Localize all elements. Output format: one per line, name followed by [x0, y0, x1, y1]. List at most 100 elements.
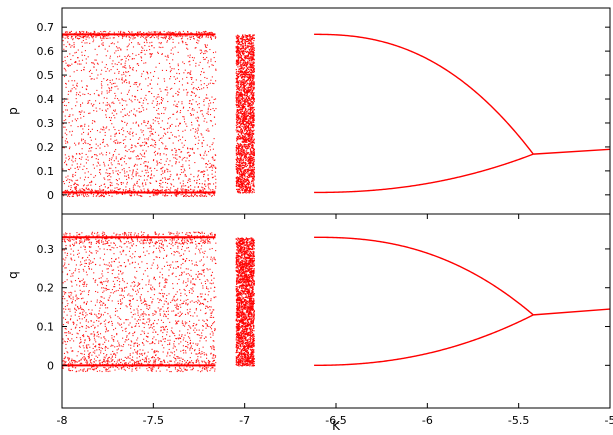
dense-band-point	[252, 107, 254, 109]
scatter-point	[207, 174, 209, 176]
dense-band-point	[243, 135, 245, 137]
dense-band-point	[239, 70, 241, 73]
dense-band-point	[245, 92, 248, 94]
scatter-point	[151, 177, 153, 179]
scatter-point	[161, 361, 163, 363]
scatter-point	[197, 136, 199, 138]
scatter-point	[64, 154, 66, 156]
scatter-point	[106, 90, 108, 92]
dense-band-point	[236, 46, 238, 48]
dense-band-point	[237, 151, 239, 153]
scatter-point	[129, 194, 131, 196]
scatter-point	[139, 111, 141, 113]
dense-band-point	[236, 61, 238, 63]
dense-band-point	[237, 95, 240, 98]
scatter-point	[128, 30, 130, 33]
scatter-point	[84, 350, 86, 352]
scatter-point	[197, 37, 200, 39]
dense-band-point	[252, 93, 254, 96]
scatter-point	[173, 35, 175, 37]
scatter-point	[207, 193, 209, 195]
dense-band-point	[244, 62, 247, 64]
scatter-point	[75, 105, 77, 107]
scatter-point	[160, 36, 162, 38]
dense-band-point	[246, 164, 249, 166]
scatter-point	[108, 356, 111, 358]
dense-band-point	[240, 133, 243, 135]
dense-band-point	[253, 100, 255, 103]
scatter-point	[178, 161, 180, 163]
scatter-point	[125, 175, 127, 177]
dense-band-point	[252, 116, 254, 119]
scatter-point	[176, 72, 178, 74]
scatter-point	[210, 60, 212, 62]
scatter-point	[145, 172, 147, 174]
scatter-point	[180, 169, 182, 171]
scatter-point	[152, 133, 154, 135]
dense-band-point	[239, 53, 241, 55]
scatter-point	[102, 194, 104, 196]
dense-band-point	[242, 76, 245, 78]
scatter-point	[208, 66, 210, 68]
dense-band-point	[246, 74, 248, 76]
dense-band-point	[249, 89, 251, 91]
scatter-point	[111, 195, 113, 197]
dense-band-point	[238, 41, 240, 43]
scatter-point	[104, 134, 106, 136]
scatter-point	[154, 360, 156, 362]
scatter-point	[137, 99, 139, 101]
scatter-point	[170, 49, 172, 51]
scatter-point	[144, 45, 146, 47]
scatter-point	[79, 37, 81, 40]
dense-band-point	[238, 138, 240, 140]
scatter-point	[63, 100, 66, 102]
scatter-point	[204, 76, 206, 79]
dense-band-point	[249, 129, 252, 131]
dense-band-point	[249, 174, 251, 177]
scatter-point	[88, 363, 90, 365]
dense-band-point	[247, 54, 249, 56]
scatter-point	[68, 115, 70, 118]
scatter-point	[212, 360, 214, 362]
dense-band-point	[246, 38, 248, 41]
dense-band-point	[251, 156, 253, 158]
dense-band-point	[247, 76, 249, 78]
dense-band-point	[249, 95, 251, 97]
dense-band-point	[242, 148, 244, 150]
scatter-point	[84, 141, 86, 143]
dense-band-point	[240, 185, 242, 187]
dense-band-point	[252, 51, 254, 53]
dense-band-point	[248, 187, 251, 189]
dense-band-point	[236, 138, 238, 140]
scatter-point	[85, 38, 87, 40]
scatter-point	[197, 174, 199, 176]
dense-band-point	[249, 130, 251, 132]
scatter-point	[112, 154, 114, 156]
scatter-point	[85, 187, 87, 189]
scatter-point	[154, 193, 156, 195]
scatter-point	[207, 35, 210, 37]
scatter-point	[141, 154, 143, 156]
dense-band-point	[244, 95, 246, 97]
dense-band-point	[244, 180, 246, 183]
scatter-point	[181, 84, 183, 86]
scatter-point	[189, 54, 191, 56]
dense-band-point	[238, 109, 241, 111]
scatter-point	[64, 262, 66, 264]
scatter-point	[143, 251, 145, 253]
scatter-point	[71, 63, 73, 65]
dense-band-point	[247, 171, 249, 173]
scatter-point	[82, 193, 84, 195]
scatter-point	[129, 39, 131, 41]
dense-band-point	[253, 186, 255, 188]
dense-band-point	[236, 76, 239, 78]
scatter-point	[181, 186, 183, 188]
scatter-point	[104, 178, 106, 180]
scatter-point	[206, 46, 208, 49]
scatter-point	[120, 367, 122, 369]
dense-band-point	[244, 128, 246, 131]
scatter-point	[180, 188, 182, 190]
scatter-point	[80, 126, 82, 128]
scatter-point	[92, 105, 94, 107]
scatter-point	[69, 195, 71, 198]
